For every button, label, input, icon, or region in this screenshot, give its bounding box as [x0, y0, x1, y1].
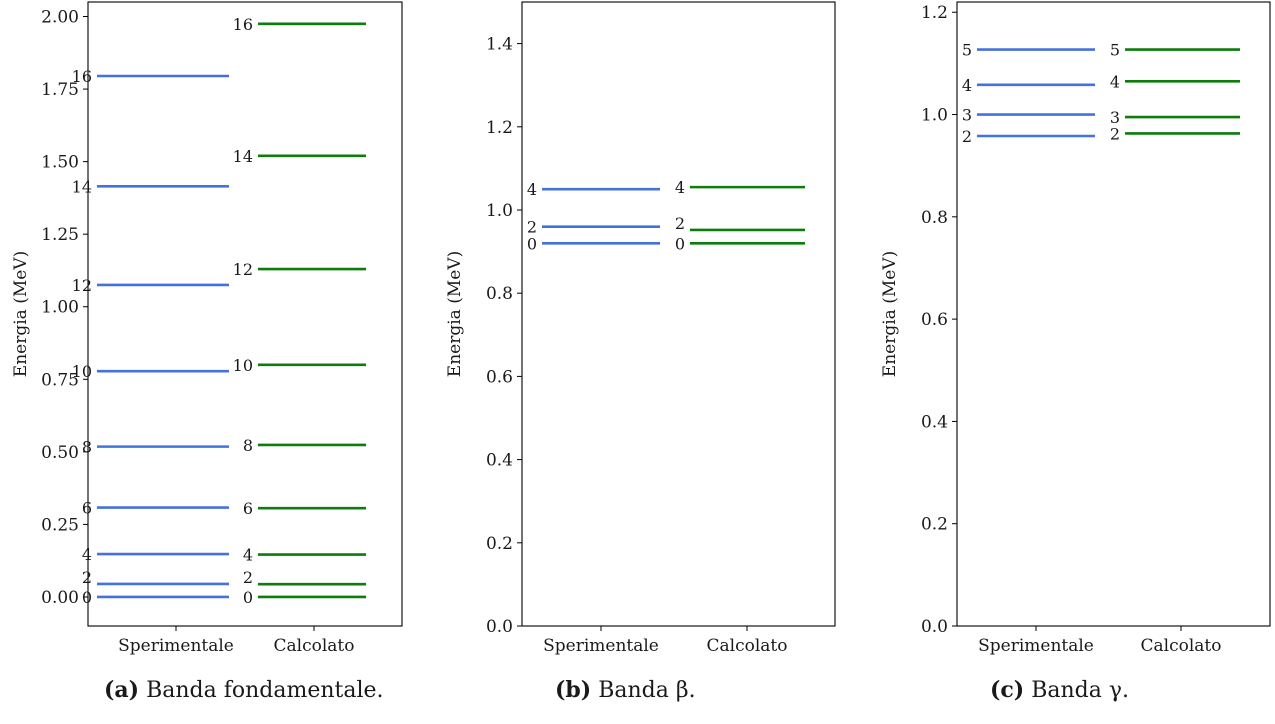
level-label-a-0-4: 8: [82, 438, 92, 457]
ytick-label-c-1: 0.2: [921, 515, 948, 535]
ytick-label-a-1: 0.25: [41, 515, 79, 535]
level-label-a-1-6: 12: [233, 260, 253, 279]
caption-b-text: Banda β.: [598, 678, 696, 703]
level-label-c-0-3: 5: [962, 41, 972, 60]
ytick-label-a-3: 0.75: [41, 370, 79, 390]
ytick-label-b-5: 1.0: [486, 201, 513, 221]
y-axis-label-c: Energia (MeV): [880, 251, 900, 377]
ytick-label-a-8: 2.00: [41, 8, 79, 28]
level-label-c-1-0: 2: [1110, 124, 1120, 143]
level-label-a-0-6: 12: [72, 276, 92, 295]
category-label-a-1: Calcolato: [274, 636, 355, 656]
ytick-label-c-0: 0.0: [921, 617, 948, 637]
caption-c-text: Banda γ.: [1031, 678, 1130, 703]
ytick-label-b-6: 1.2: [486, 118, 513, 138]
level-label-c-0-0: 2: [962, 127, 972, 146]
level-label-a-1-2: 4: [243, 546, 253, 565]
caption-a: (a) Banda fondamentale.: [104, 677, 384, 703]
level-label-a-0-0: 0: [82, 588, 92, 607]
ytick-label-b-0: 0.0: [486, 617, 513, 637]
category-label-a-0: Sperimentale: [118, 636, 234, 656]
level-label-c-0-2: 4: [962, 76, 972, 95]
caption-c: (c) Banda γ.: [990, 677, 1129, 703]
ytick-label-c-3: 0.6: [921, 310, 948, 330]
level-label-b-1-2: 4: [675, 178, 685, 197]
level-label-a-1-8: 16: [233, 15, 253, 34]
ytick-label-c-4: 0.8: [921, 208, 948, 228]
ytick-label-c-5: 1.0: [921, 106, 948, 126]
level-label-b-0-2: 4: [527, 180, 537, 199]
level-label-b-0-1: 2: [527, 218, 537, 237]
level-label-c-1-1: 3: [1110, 108, 1120, 127]
category-label-b-0: Sperimentale: [543, 636, 659, 656]
y-axis-label-b: Energia (MeV): [445, 251, 465, 377]
ytick-label-b-3: 0.6: [486, 367, 513, 387]
level-label-c-1-3: 5: [1110, 41, 1120, 60]
level-label-b-1-1: 2: [675, 214, 685, 233]
level-label-a-1-5: 10: [233, 356, 253, 375]
level-label-a-0-1: 2: [82, 568, 92, 587]
ytick-label-b-4: 0.8: [486, 284, 513, 304]
level-label-a-1-1: 2: [243, 568, 253, 587]
plot-frame-a: [87, 1, 403, 627]
caption-a-text: Banda fondamentale.: [146, 678, 384, 703]
level-label-a-0-2: 4: [82, 545, 92, 564]
category-label-c-0: Sperimentale: [978, 636, 1094, 656]
ytick-label-a-4: 1.00: [41, 298, 79, 318]
y-axis-label-a: Energia (MeV): [11, 251, 31, 377]
ytick-label-c-6: 1.2: [921, 3, 948, 23]
level-label-c-1-2: 4: [1110, 72, 1120, 91]
category-label-b-1: Calcolato: [707, 636, 788, 656]
ytick-label-b-1: 0.2: [486, 534, 513, 554]
caption-b-tag: (b): [555, 677, 592, 703]
plot-frame-c: [956, 1, 1271, 627]
level-label-a-1-3: 6: [243, 499, 253, 518]
ytick-label-a-5: 1.25: [41, 225, 79, 245]
caption-c-tag: (c): [990, 677, 1025, 703]
ytick-label-a-6: 1.50: [41, 153, 79, 173]
level-label-a-0-8: 16: [72, 67, 92, 86]
level-label-a-1-7: 14: [233, 147, 253, 166]
level-label-a-0-5: 10: [72, 362, 92, 381]
ytick-label-a-2: 0.50: [41, 443, 79, 463]
ytick-label-a-7: 1.75: [41, 80, 79, 100]
level-label-b-1-0: 0: [675, 234, 685, 253]
level-label-c-0-1: 3: [962, 106, 972, 125]
level-label-a-0-7: 14: [72, 177, 92, 196]
ytick-label-b-7: 1.4: [486, 35, 513, 55]
level-label-a-1-4: 8: [243, 436, 253, 455]
ytick-label-a-0: 0.00: [41, 588, 79, 608]
level-label-b-0-0: 0: [527, 234, 537, 253]
level-scheme-figure: 0.000.250.500.751.001.251.501.752.00Ener…: [11, 1, 1271, 656]
ytick-label-b-2: 0.4: [486, 451, 513, 471]
ytick-label-c-2: 0.4: [921, 412, 948, 432]
level-label-a-1-0: 0: [243, 588, 253, 607]
caption-b: (b) Banda β.: [555, 677, 696, 703]
category-label-c-1: Calcolato: [1141, 636, 1222, 656]
caption-a-tag: (a): [104, 677, 140, 703]
level-label-a-0-3: 6: [82, 499, 92, 518]
plot-frame-b: [521, 1, 836, 627]
